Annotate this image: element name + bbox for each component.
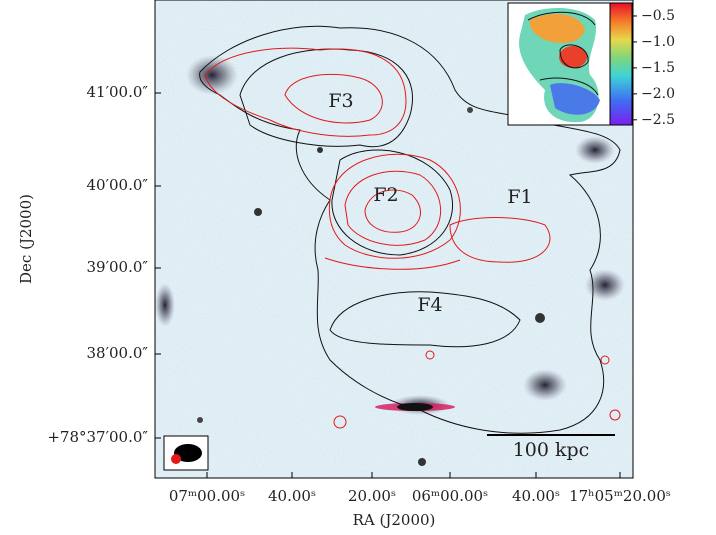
colorbar-tick-label: −0.5 [641, 8, 675, 24]
y-tick-label: 40′00.0″ [87, 176, 149, 194]
y-tick-label: +78°37′00.0″ [47, 428, 148, 446]
x-tick-label: 40.00ˢ [268, 487, 316, 505]
colorbar-tick-label: −1.0 [641, 34, 675, 50]
region-label: F4 [417, 294, 442, 316]
x-tick-label: 17ʰ05ᵐ20.00ˢ [569, 487, 671, 505]
colorbar-tick-label: −2.5 [641, 112, 675, 128]
y-tick-label: 41′00.0″ [87, 83, 149, 101]
region-label: F3 [328, 90, 353, 112]
region-label: F1 [507, 186, 532, 208]
region-label: F2 [373, 184, 398, 206]
y-tick-label: 39′00.0″ [87, 258, 149, 276]
colorbar-tick-label: −1.5 [641, 60, 675, 76]
scale-bar-label: 100 kpc [513, 439, 590, 461]
y-axis-label: Dec (J2000) [17, 194, 35, 284]
x-axis-label: RA (J2000) [353, 511, 436, 529]
x-tick-label: 20.00ˢ [348, 487, 396, 505]
x-tick-label: 40.00ˢ [512, 487, 560, 505]
colorbar-tick-label: −2.0 [641, 86, 675, 102]
y-tick-label: 38′00.0″ [87, 344, 149, 362]
beam-box [163, 435, 209, 471]
frame [154, 0, 634, 479]
x-tick-label: 06ᵐ00.00ˢ [412, 487, 488, 505]
inset [507, 2, 611, 126]
x-tick-label: 07ᵐ00.00ˢ [169, 487, 245, 505]
colorbar [609, 2, 633, 126]
